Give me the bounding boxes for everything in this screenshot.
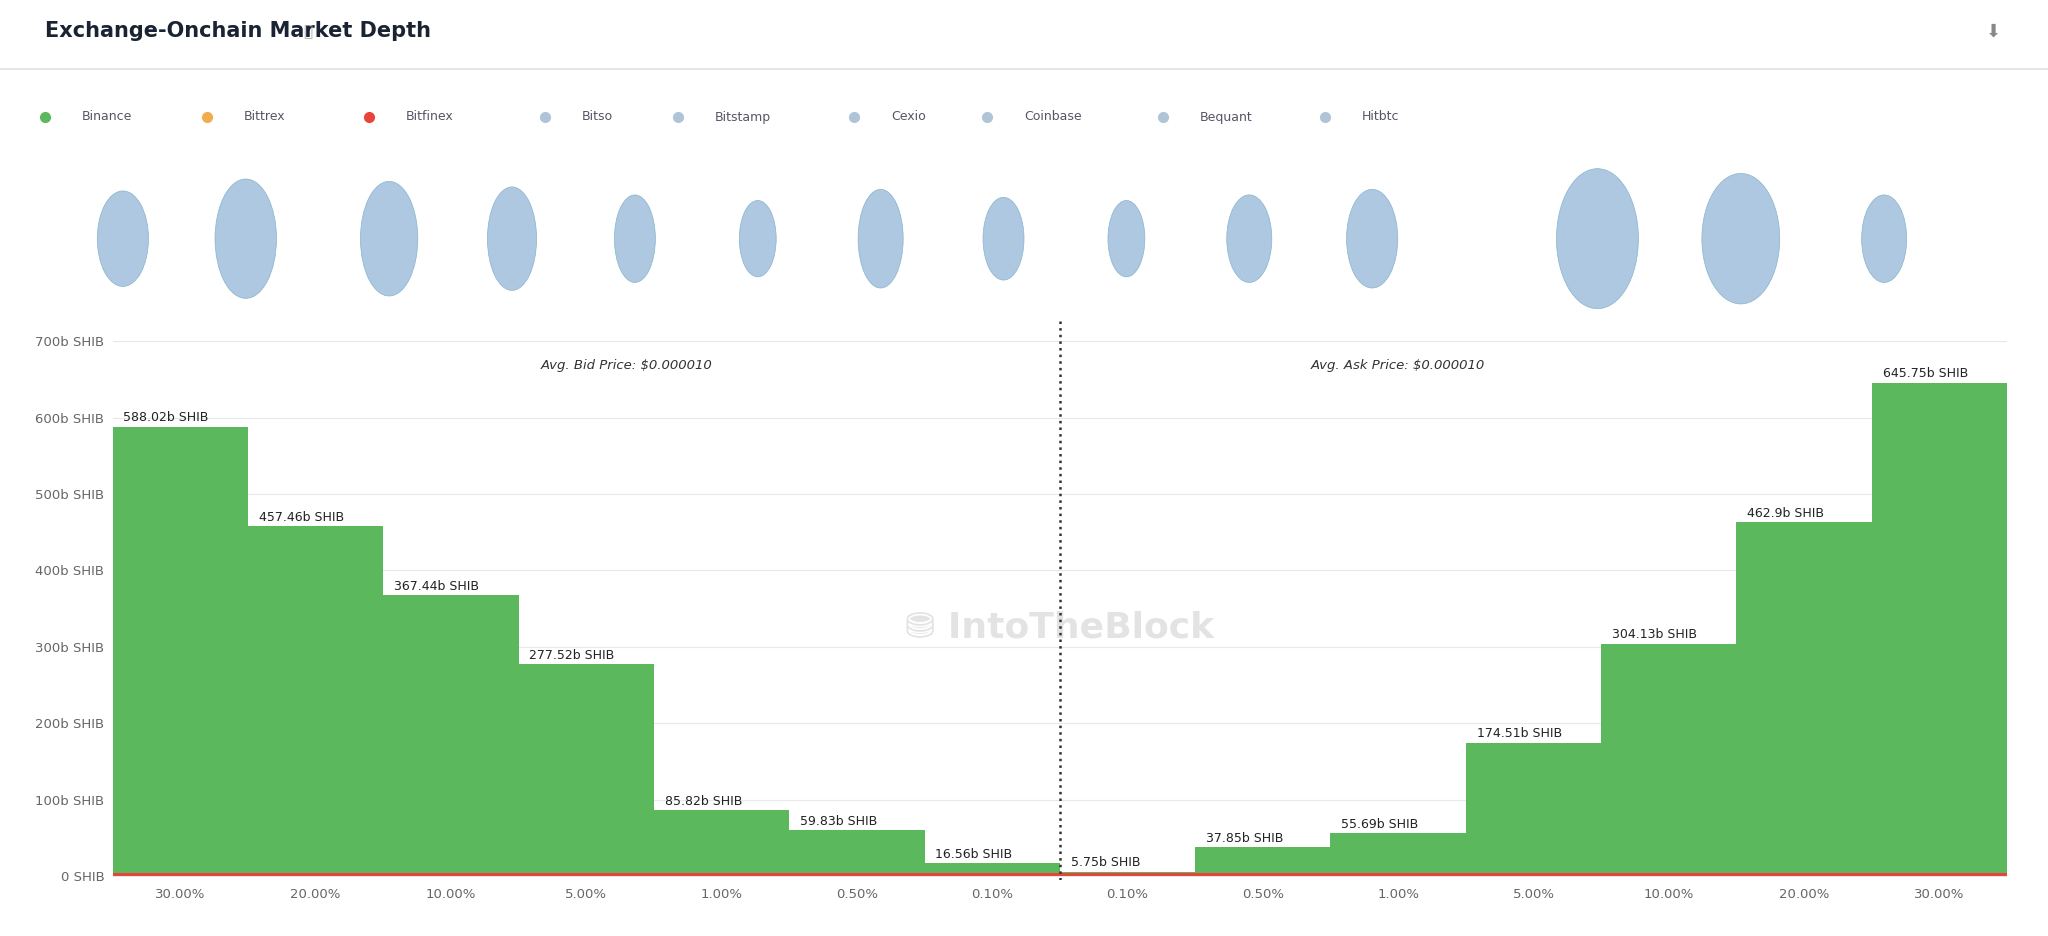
Text: Bitso: Bitso xyxy=(582,110,612,124)
Bar xyxy=(1602,644,1737,876)
Ellipse shape xyxy=(98,191,147,286)
Text: 5.75b SHIB: 5.75b SHIB xyxy=(1071,856,1141,870)
Bar xyxy=(788,830,924,876)
Text: 645.75b SHIB: 645.75b SHIB xyxy=(1882,367,1968,380)
Text: 174.51b SHIB: 174.51b SHIB xyxy=(1477,727,1563,740)
Text: Hitbtc: Hitbtc xyxy=(1362,110,1399,124)
Text: 462.9b SHIB: 462.9b SHIB xyxy=(1747,507,1825,520)
Bar xyxy=(1737,522,1872,876)
Bar xyxy=(383,873,518,876)
Ellipse shape xyxy=(360,182,418,296)
Bar xyxy=(1737,873,1872,876)
Text: ⬇: ⬇ xyxy=(1987,22,2001,40)
Text: Cexio: Cexio xyxy=(891,110,926,124)
Text: 304.13b SHIB: 304.13b SHIB xyxy=(1612,628,1698,641)
Text: Bittrex: Bittrex xyxy=(244,110,285,124)
Bar xyxy=(1196,847,1331,876)
Ellipse shape xyxy=(1702,173,1780,304)
Ellipse shape xyxy=(858,189,903,288)
Bar xyxy=(1196,873,1331,876)
Text: ⛃ IntoTheBlock: ⛃ IntoTheBlock xyxy=(905,610,1214,644)
Text: Exchange-Onchain Market Depth: Exchange-Onchain Market Depth xyxy=(45,22,430,41)
Bar xyxy=(653,811,788,876)
Bar xyxy=(1602,873,1737,876)
Text: Bitstamp: Bitstamp xyxy=(715,110,770,124)
Text: 277.52b SHIB: 277.52b SHIB xyxy=(528,649,614,662)
Text: 59.83b SHIB: 59.83b SHIB xyxy=(801,815,877,828)
Bar xyxy=(653,873,788,876)
Text: 55.69b SHIB: 55.69b SHIB xyxy=(1341,818,1419,831)
Bar xyxy=(518,873,653,876)
Bar xyxy=(248,526,383,876)
Ellipse shape xyxy=(1862,195,1907,283)
Ellipse shape xyxy=(1227,195,1272,283)
Bar xyxy=(1872,383,2007,876)
Text: 37.85b SHIB: 37.85b SHIB xyxy=(1206,832,1284,845)
Bar xyxy=(1061,871,1196,876)
Ellipse shape xyxy=(215,179,276,299)
Text: Avg. Ask Price: $0.000010: Avg. Ask Price: $0.000010 xyxy=(1311,359,1485,373)
Bar xyxy=(518,664,653,876)
Bar xyxy=(1331,873,1466,876)
Text: Bequant: Bequant xyxy=(1200,110,1253,124)
Text: 588.02b SHIB: 588.02b SHIB xyxy=(123,412,209,424)
Ellipse shape xyxy=(983,197,1024,280)
Bar xyxy=(1466,873,1602,876)
Ellipse shape xyxy=(614,195,655,283)
Bar xyxy=(113,427,248,876)
Bar xyxy=(924,873,1061,876)
Ellipse shape xyxy=(487,187,537,290)
Ellipse shape xyxy=(1348,189,1397,288)
Text: Binance: Binance xyxy=(82,110,133,124)
Text: ❓: ❓ xyxy=(303,24,311,39)
Ellipse shape xyxy=(1108,200,1145,277)
Text: 85.82b SHIB: 85.82b SHIB xyxy=(666,795,741,808)
Bar xyxy=(1872,873,2007,876)
Text: 367.44b SHIB: 367.44b SHIB xyxy=(393,580,479,592)
Text: 457.46b SHIB: 457.46b SHIB xyxy=(258,511,344,524)
Text: 16.56b SHIB: 16.56b SHIB xyxy=(936,848,1012,861)
Bar xyxy=(1331,833,1466,876)
Text: Bitfinex: Bitfinex xyxy=(406,110,453,124)
Bar xyxy=(383,595,518,876)
Bar xyxy=(248,873,383,876)
Ellipse shape xyxy=(739,200,776,277)
Bar xyxy=(1466,742,1602,876)
Bar xyxy=(924,863,1061,876)
Text: Coinbase: Coinbase xyxy=(1024,110,1081,124)
Text: Avg. Bid Price: $0.000010: Avg. Bid Price: $0.000010 xyxy=(541,359,713,373)
Bar xyxy=(788,873,924,876)
Bar xyxy=(1061,873,1196,876)
Ellipse shape xyxy=(1556,168,1638,309)
Bar xyxy=(113,873,248,876)
